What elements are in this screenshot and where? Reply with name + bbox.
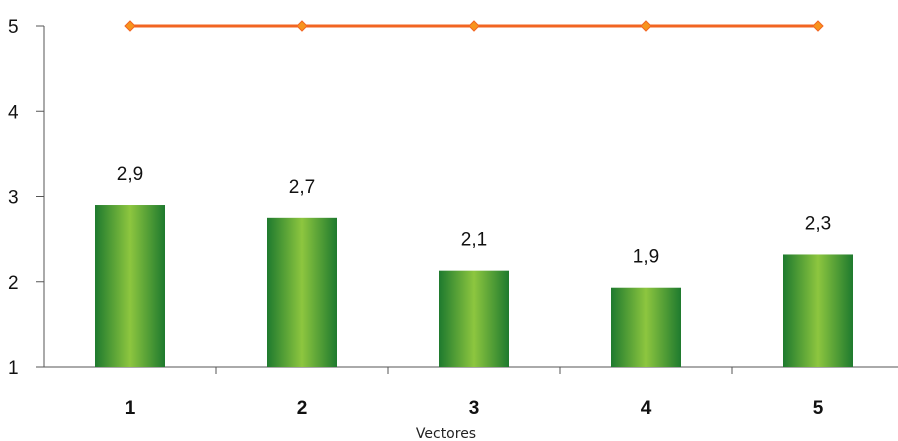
data-label: 1,9 xyxy=(633,247,659,268)
x-tick-label: 5 xyxy=(813,398,824,419)
y-tick-label: 4 xyxy=(8,102,19,123)
y-tick-label: 5 xyxy=(8,17,19,38)
x-tick-label: 2 xyxy=(297,398,308,419)
bar xyxy=(267,217,337,367)
labels: 1 2 3 4 5 2,9 2,7 2,1 1,9 2,3 xyxy=(117,164,831,419)
bar xyxy=(783,254,853,367)
x-axis-title: Vectores xyxy=(416,426,476,441)
line-marker xyxy=(124,20,136,32)
bar xyxy=(439,270,509,367)
data-label: 2,1 xyxy=(461,230,487,251)
bar-series xyxy=(95,205,853,367)
y-tick-label: 3 xyxy=(8,188,19,209)
axes: 1 2 3 4 5 xyxy=(8,17,898,379)
bar xyxy=(95,205,165,367)
line-marker xyxy=(468,20,480,32)
x-tick-label: 1 xyxy=(125,398,136,419)
line-series xyxy=(124,20,824,32)
line-marker xyxy=(812,20,824,32)
y-tick-label: 2 xyxy=(8,273,19,294)
data-label: 2,7 xyxy=(289,177,315,198)
line-marker xyxy=(640,20,652,32)
data-label: 2,9 xyxy=(117,164,143,185)
bar xyxy=(611,287,681,367)
data-label: 2,3 xyxy=(805,213,831,234)
line-marker xyxy=(296,20,308,32)
x-tick-label: 4 xyxy=(641,398,652,419)
y-tick-label: 1 xyxy=(8,358,19,379)
x-tick-label: 3 xyxy=(469,398,480,419)
